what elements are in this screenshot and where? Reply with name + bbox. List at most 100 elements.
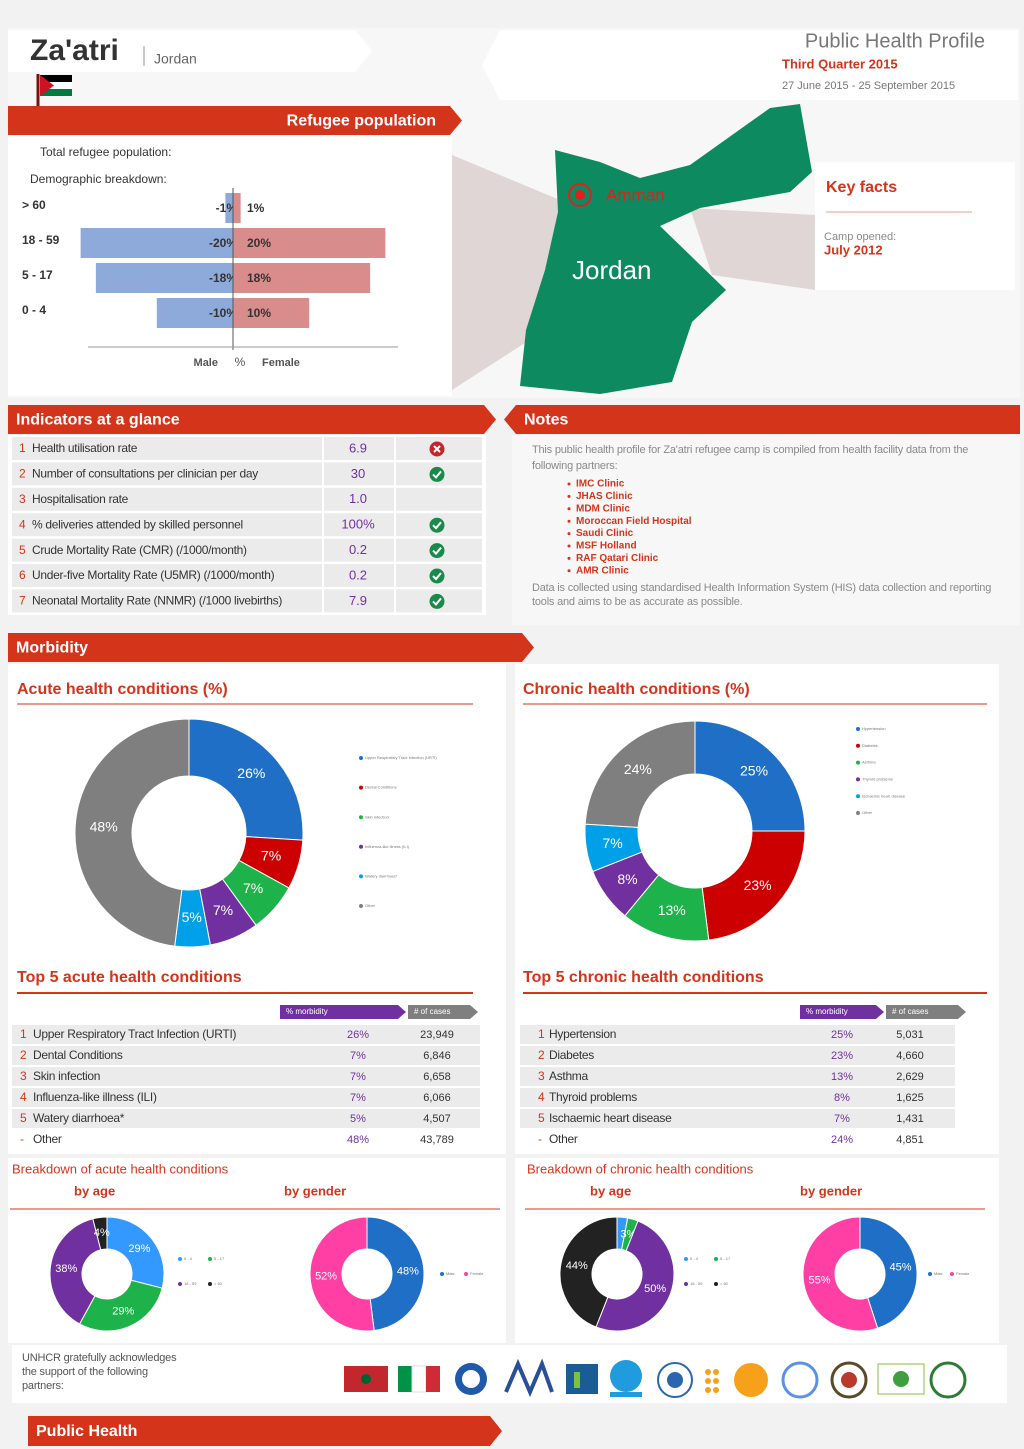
- key-fact-label: Camp opened:: [824, 231, 896, 243]
- table-row: [520, 1130, 955, 1149]
- legend-label: Male: [934, 1271, 943, 1276]
- table-row: [12, 1046, 480, 1065]
- indicator-row: [12, 487, 482, 511]
- condition-label: Dental Conditions: [33, 1048, 123, 1062]
- map-marker: [568, 183, 592, 207]
- axis-label: %: [235, 355, 246, 369]
- section-banner: [8, 405, 496, 434]
- bar-value-label: 10%: [247, 306, 271, 320]
- case-count: 2,629: [896, 1071, 924, 1083]
- row-number: -: [538, 1132, 542, 1146]
- banner-title: Indicators at a glance: [16, 412, 180, 429]
- flag: [40, 82, 72, 89]
- table-row: [12, 1109, 480, 1128]
- header-box: [8, 30, 372, 72]
- row-number: 6: [19, 568, 26, 582]
- morbidity-pct: 48%: [347, 1134, 369, 1146]
- row-divider: [322, 564, 324, 587]
- section-banner: [28, 1416, 502, 1446]
- legend-label: 18 - 59: [184, 1281, 197, 1286]
- total-label: Total refugee population:: [40, 145, 171, 159]
- legend-label: Skin infection: [365, 814, 389, 819]
- table-row: [12, 1067, 480, 1086]
- legend-label: Female: [956, 1271, 970, 1276]
- status-icon: [432, 572, 442, 581]
- row-divider: [394, 462, 396, 486]
- pyramid-bar: [233, 228, 386, 258]
- donut-slice: [188, 718, 304, 841]
- legend-label: 0 - 4: [690, 1256, 699, 1261]
- key-fact-value: July 2012: [824, 242, 883, 257]
- column-tag: [408, 1005, 478, 1019]
- case-count: 6,658: [423, 1071, 451, 1083]
- section-title: Top 5 acute health conditions: [17, 969, 242, 986]
- indicator-row: [12, 538, 482, 562]
- slice-label: 26%: [237, 765, 265, 781]
- legend-label: Upper Respiratory Tract Infection (URTI): [365, 755, 437, 760]
- legend-label: > 60: [214, 1281, 223, 1286]
- legend-swatch: [208, 1257, 212, 1261]
- bar-value-label: 20%: [247, 236, 271, 250]
- legend-label: > 60: [720, 1281, 729, 1286]
- status-icon: [432, 521, 442, 530]
- bullet: [567, 544, 571, 548]
- legend-swatch: [856, 727, 860, 731]
- row-number: 3: [20, 1069, 27, 1083]
- condition-label: Ischaemic heart disease: [549, 1111, 672, 1125]
- legend-swatch: [714, 1282, 718, 1286]
- breakdown-title: Breakdown of acute health conditions: [12, 1161, 229, 1176]
- legend-label: Female: [470, 1271, 484, 1276]
- row-number: 5: [538, 1111, 545, 1125]
- table-row: [520, 1025, 955, 1044]
- legend-swatch: [856, 811, 860, 815]
- partner-name: AMR Clinic: [576, 565, 629, 576]
- breakdown-subtitle: by gender: [800, 1183, 862, 1198]
- legend-label: Other: [862, 810, 873, 815]
- morbidity-pct: 24%: [831, 1134, 853, 1146]
- condition-label: Skin infection: [33, 1069, 100, 1083]
- slice-label: 7%: [261, 848, 281, 864]
- flag: [40, 75, 72, 82]
- condition-label: Influenza-like illness (ILI): [33, 1090, 157, 1104]
- partner-name: IMC Clinic: [576, 479, 625, 490]
- bullet: [567, 569, 571, 573]
- map-country: Jordan: [572, 255, 652, 285]
- bar-value-label: 18%: [247, 271, 271, 285]
- slice-label: 4%: [94, 1227, 110, 1239]
- donut-slice: [309, 1216, 375, 1332]
- donut-slice: [701, 830, 806, 941]
- section-title: Top 5 chronic health conditions: [523, 969, 764, 986]
- row-divider: [394, 589, 396, 613]
- report-title: Public Health Profile: [805, 30, 985, 52]
- column-header: # of cases: [892, 1007, 928, 1016]
- legend-label: Ischaemic heart disease: [862, 793, 906, 798]
- row-divider: [322, 589, 324, 613]
- legend-label: Other: [365, 903, 376, 908]
- indicator-row: [12, 564, 482, 587]
- bar-value-label: 1%: [247, 201, 265, 215]
- slice-label: 29%: [128, 1243, 150, 1255]
- legend-swatch: [684, 1257, 688, 1261]
- row-divider: [322, 487, 324, 511]
- morbidity-pct: 8%: [834, 1092, 850, 1104]
- slice-label: 13%: [658, 902, 686, 918]
- column-tag: [800, 1005, 884, 1019]
- indicator-value: 30: [351, 466, 365, 481]
- indicator-row: [12, 589, 482, 613]
- slice-label: 5%: [182, 909, 202, 925]
- condition-label: Asthma: [549, 1069, 589, 1083]
- morbidity-pct: 13%: [831, 1071, 853, 1083]
- pyramid-bar: [156, 298, 233, 328]
- donut-slice: [92, 1216, 108, 1251]
- partner-name: MSF Holland: [576, 541, 637, 552]
- row-divider: [322, 462, 324, 486]
- donut-slice: [49, 1218, 102, 1325]
- banner-title: Refugee population: [287, 113, 436, 130]
- status-icon: [429, 593, 445, 609]
- map-city: Amman: [606, 185, 665, 204]
- donut-slice: [694, 720, 806, 832]
- legend-swatch: [359, 756, 363, 760]
- row-number: 4: [538, 1090, 545, 1104]
